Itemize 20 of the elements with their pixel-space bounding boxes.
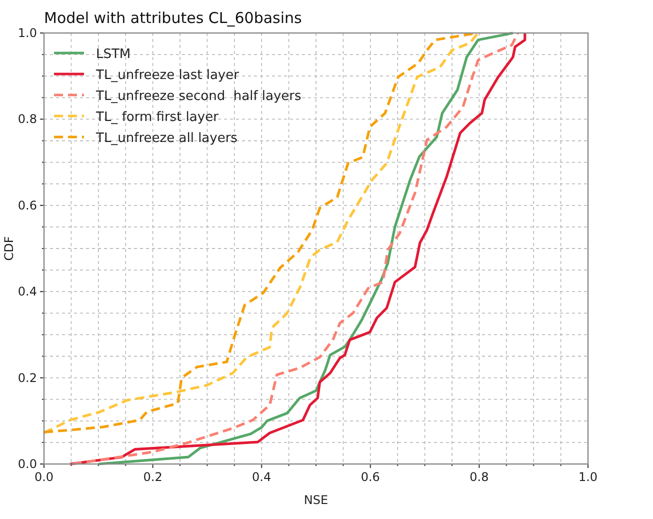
x-tick-label: 0.4 <box>252 470 272 484</box>
x-tick-label: 1.0 <box>578 470 598 484</box>
y-tick-label: 0.2 <box>18 370 37 385</box>
legend-label: TL_ form first layer <box>95 110 220 125</box>
y-tick-label: 0.8 <box>18 112 37 126</box>
y-tick-label: 0.4 <box>18 284 37 299</box>
y-tick-label: 1.0 <box>18 26 37 40</box>
chart-title: Model with attributes CL_60basins <box>44 9 302 27</box>
y-axis-title: CDF <box>2 236 16 261</box>
x-tick-label: 0.2 <box>143 470 162 484</box>
legend-label: TL_unfreeze second half layers <box>95 89 302 104</box>
y-tick-label: 0.0 <box>18 457 37 471</box>
legend-label: LSTM <box>96 47 131 62</box>
legend-label: TL_unfreeze all layers <box>95 131 238 146</box>
legend-label: TL_unfreeze last layer <box>95 68 240 83</box>
x-axis-title: NSE <box>304 493 328 507</box>
x-tick-label: 0.8 <box>470 470 489 484</box>
x-tick-label: 0.0 <box>34 470 54 484</box>
y-tick-label: 0.6 <box>18 198 37 212</box>
x-tick-label: 0.6 <box>360 470 380 484</box>
